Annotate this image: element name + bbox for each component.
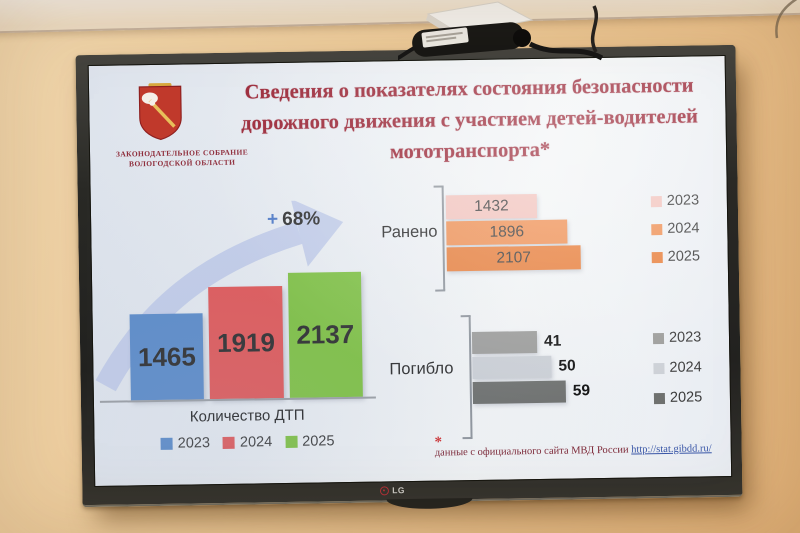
dtp-bar-2024: 1919 bbox=[208, 285, 284, 400]
pogiblo-legend-label: 2023 bbox=[668, 329, 702, 346]
growth-annotation: +68% bbox=[267, 208, 320, 231]
dtp-legend-swatch bbox=[160, 437, 173, 450]
raneno-legend-item-2024: 2024 bbox=[651, 214, 700, 243]
raneno-bars: 1432 1896 2107 bbox=[445, 193, 581, 273]
raneno-bar-row: 1896 bbox=[446, 219, 580, 246]
ceiling-cable-icon bbox=[775, 0, 798, 39]
pogiblo-bar-value: 50 bbox=[558, 357, 576, 375]
dtp-legend-label: 2024 bbox=[239, 434, 273, 451]
raneno-bar-row: 1432 bbox=[445, 193, 580, 220]
raneno-legend: 2023 2024 2025 bbox=[650, 186, 701, 271]
growth-arrow-icon bbox=[95, 199, 344, 392]
tv-frame: ЗАКОНОДАТЕЛЬНОЕ СОБРАНИЕ ВОЛОГОДСКОЙ ОБЛ… bbox=[75, 44, 743, 510]
raneno-axis-bracket bbox=[441, 186, 446, 291]
pogiblo-legend-item-2025: 2025 bbox=[653, 382, 703, 413]
raneno-bar-value: 2107 bbox=[496, 249, 532, 267]
dtp-bar-value: 1919 bbox=[216, 326, 276, 358]
dtp-legend: 2023 2024 2025 bbox=[124, 433, 370, 453]
footnote: * данные с официального сайта МВД России … bbox=[434, 432, 727, 460]
pogiblo-legend-item-2023: 2023 bbox=[652, 322, 702, 353]
dtp-legend-label: 2025 bbox=[302, 433, 335, 450]
raneno-bar-value: 1432 bbox=[474, 197, 509, 215]
dtp-chart-title: Количество ДТП bbox=[189, 406, 305, 426]
raneno-legend-item-2025: 2025 bbox=[651, 242, 701, 271]
pogiblo-bar-2025 bbox=[472, 380, 567, 405]
ir-sensor bbox=[386, 498, 473, 510]
raneno-bar-2023: 1432 bbox=[445, 193, 538, 220]
pogiblo-legend-swatch bbox=[653, 392, 666, 404]
lg-brand-text: LG bbox=[392, 485, 406, 496]
dtp-bar-2025: 2137 bbox=[287, 271, 363, 398]
growth-annotation-value: 68% bbox=[282, 208, 321, 230]
pogiblo-bars: 41 50 59 bbox=[471, 330, 591, 407]
raneno-legend-label: 2025 bbox=[667, 248, 701, 265]
dtp-bar-value: 2137 bbox=[296, 318, 355, 350]
pogiblo-legend-label: 2024 bbox=[669, 359, 702, 376]
dtp-bars: 1465 1919 2137 bbox=[129, 271, 363, 401]
lg-logo: LG bbox=[380, 485, 405, 495]
pogiblo-bar-row: 50 bbox=[472, 355, 590, 380]
dtp-legend-swatch bbox=[222, 436, 236, 449]
pogiblo-bar-row: 41 bbox=[471, 330, 590, 355]
growth-annotation-sign: + bbox=[266, 209, 279, 231]
dtp-legend-item-2025: 2025 bbox=[285, 433, 335, 450]
dtp-bar-value: 1465 bbox=[137, 340, 197, 372]
pogiblo-bar-value: 41 bbox=[543, 332, 562, 350]
coat-of-arms-icon bbox=[138, 82, 182, 141]
pogiblo-bar-row: 59 bbox=[472, 380, 591, 405]
dtp-legend-swatch bbox=[285, 435, 298, 448]
dtp-legend-item-2023: 2023 bbox=[160, 435, 211, 452]
dtp-bar-2023: 1465 bbox=[129, 313, 205, 401]
footnote-link: http://stat.gibdd.ru/ bbox=[631, 443, 712, 456]
raneno-legend-label: 2024 bbox=[667, 220, 700, 237]
pogiblo-legend-label: 2025 bbox=[669, 389, 703, 406]
pogiblo-bar-value: 59 bbox=[572, 382, 591, 400]
slide-title: Сведения о показателях состояния безопас… bbox=[241, 74, 699, 164]
raneno-legend-item-2023: 2023 bbox=[650, 186, 700, 215]
pogiblo-bar-2024 bbox=[472, 355, 552, 380]
raneno-bar-value: 1896 bbox=[489, 223, 525, 241]
webcam-icon bbox=[398, 1, 604, 61]
lg-brand-icon bbox=[380, 485, 390, 495]
raneno-bar-2024: 1896 bbox=[446, 219, 568, 246]
raneno-bar-row: 2107 bbox=[446, 245, 581, 272]
pogiblo-bar-2023 bbox=[471, 330, 538, 355]
raneno-legend-swatch bbox=[650, 195, 662, 207]
pogiblo-legend: 2023 2024 2025 bbox=[652, 322, 703, 413]
pogiblo-legend-item-2024: 2024 bbox=[653, 352, 702, 383]
dtp-legend-item-2024: 2024 bbox=[222, 434, 273, 451]
raneno-legend-swatch bbox=[651, 251, 663, 263]
pogiblo-chart-title: Погибло bbox=[389, 359, 454, 379]
footnote-text: данные с официального сайта МВД России bbox=[434, 444, 632, 459]
raneno-bar-2025: 2107 bbox=[446, 245, 581, 272]
pogiblo-legend-swatch bbox=[652, 332, 665, 344]
pogiblo-legend-swatch bbox=[653, 362, 665, 374]
raneno-legend-swatch bbox=[651, 223, 663, 235]
dtp-legend-label: 2023 bbox=[177, 435, 211, 452]
raneno-chart-title: Ранено bbox=[381, 222, 438, 242]
tv-screen: ЗАКОНОДАТЕЛЬНОЕ СОБРАНИЕ ВОЛОГОДСКОЙ ОБЛ… bbox=[87, 55, 733, 487]
raneno-legend-label: 2023 bbox=[666, 192, 700, 209]
